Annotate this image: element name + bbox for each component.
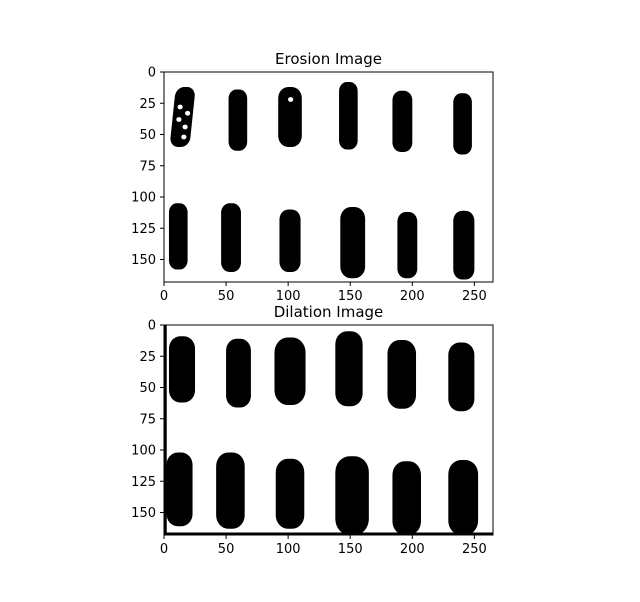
blob-top-3 (335, 331, 363, 407)
blob-bottom-8 (275, 458, 305, 529)
y-tick-label: 100 (131, 444, 156, 459)
blob-top-0 (170, 87, 195, 147)
blob-top-3 (339, 82, 358, 150)
blob-bottom-7 (221, 203, 241, 272)
x-tick-label: 250 (462, 542, 487, 557)
axes-frame (163, 324, 494, 536)
blob-top-2 (274, 337, 306, 405)
blob-top-2 (278, 87, 302, 147)
blob-bottom-11 (448, 460, 479, 535)
blob-bottom-10 (397, 212, 418, 279)
blob-top-0 (168, 336, 196, 403)
plot-area (164, 325, 493, 535)
blob-hole (176, 117, 182, 122)
image-content (168, 82, 475, 280)
left-edge-artifact (164, 325, 167, 535)
y-tick-label: 125 (131, 475, 156, 490)
chart-title: Dilation Image (274, 303, 384, 321)
y-tick-label: 75 (139, 412, 156, 427)
blob-top-4 (387, 340, 417, 409)
y-tick-label: 100 (131, 191, 156, 206)
x-tick-label: 200 (400, 542, 425, 557)
x-tick-label: 100 (276, 289, 301, 304)
y-tick-label: 50 (139, 381, 156, 396)
y-tick-label: 150 (131, 506, 156, 521)
blob-bottom-11 (453, 210, 475, 280)
blob-bottom-10 (392, 461, 421, 535)
bottom-edge-artifact (164, 532, 493, 535)
y-tick-label: 50 (139, 128, 156, 143)
x-tick-label: 50 (218, 289, 235, 304)
dilation-panel: 0 50 100 150 200 250 0 25 50 75 100 125 150 Dilation … (131, 303, 494, 557)
image-content (164, 325, 493, 535)
y-tick-label: 125 (131, 222, 156, 237)
blob-top-1 (228, 89, 248, 151)
blob-bottom-6 (168, 203, 188, 270)
blob-top-5 (453, 93, 472, 155)
chart-title: Erosion Image (275, 50, 382, 68)
blob-bottom-9 (335, 456, 369, 535)
y-tick-label: 0 (148, 319, 156, 334)
x-tick-label: 50 (218, 542, 235, 557)
x-tick-label: 100 (276, 542, 301, 557)
blob-hole (184, 110, 191, 116)
blob-hole (177, 104, 183, 110)
x-tick-label: 150 (338, 542, 363, 557)
x-tick-label: 0 (160, 542, 168, 557)
blob-bottom-6 (166, 452, 193, 527)
y-tick-label: 0 (148, 66, 156, 81)
erosion-panel: 0 50 100 150 200 250 0 25 50 75 100 125 150 Erosion I… (131, 50, 494, 304)
y-tick-label: 25 (139, 350, 156, 365)
x-tick-label: 200 (400, 289, 425, 304)
blob-top-1 (226, 338, 251, 408)
blob-top-5 (448, 342, 475, 412)
blob-bottom-7 (216, 452, 245, 529)
blob-top-4 (392, 90, 413, 152)
x-tick-label: 250 (462, 289, 487, 304)
y-tick-label: 25 (139, 97, 156, 112)
blob-bottom-8 (279, 209, 301, 272)
plot-area (164, 72, 493, 282)
axes-frame (163, 71, 494, 283)
blob-hole (288, 97, 294, 102)
x-tick-label: 150 (338, 289, 363, 304)
y-tick-label: 75 (139, 159, 156, 174)
x-tick-label: 0 (160, 289, 168, 304)
blob-hole (182, 124, 188, 130)
blob-bottom-9 (340, 207, 366, 279)
blob-hole (181, 134, 187, 140)
y-tick-label: 150 (131, 253, 156, 268)
